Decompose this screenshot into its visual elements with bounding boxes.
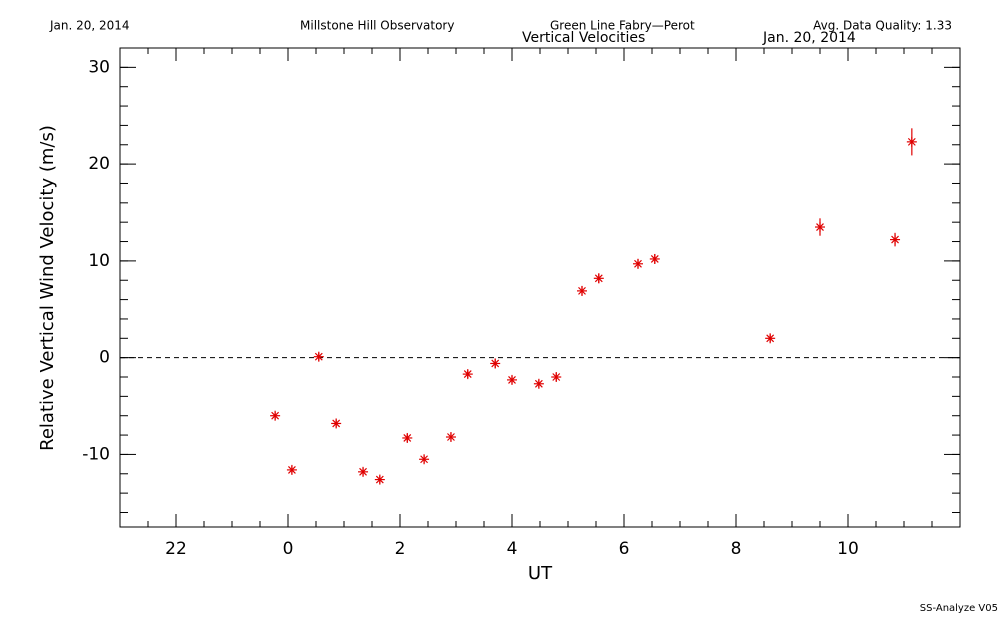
asterisk-stroke bbox=[463, 370, 472, 379]
asterisk-stroke bbox=[891, 235, 899, 244]
point bbox=[649, 253, 660, 264]
header-date-right: Jan. 20, 2014 bbox=[762, 30, 856, 46]
y-tick-label: 0 bbox=[99, 348, 110, 368]
point bbox=[358, 466, 369, 477]
point bbox=[313, 351, 324, 362]
asterisk-stroke bbox=[534, 379, 543, 388]
footer: SS-Analyze V05 bbox=[920, 603, 998, 614]
asterisk-stroke bbox=[287, 465, 296, 474]
asterisk-stroke bbox=[578, 286, 586, 295]
point bbox=[633, 258, 643, 269]
header-instrument: Green Line Fabry—Perot bbox=[550, 19, 695, 33]
point bbox=[490, 358, 501, 369]
point bbox=[270, 410, 281, 421]
header-observatory: Millstone Hill Observatory bbox=[300, 19, 454, 33]
x-tick-label: 8 bbox=[731, 539, 742, 559]
y-tick-label: 30 bbox=[88, 57, 110, 77]
asterisk-stroke bbox=[491, 359, 500, 368]
point bbox=[906, 136, 917, 147]
asterisk-stroke bbox=[314, 352, 323, 361]
x-tick-label: 22 bbox=[165, 539, 187, 559]
asterisk-stroke bbox=[816, 223, 824, 231]
point bbox=[286, 464, 297, 475]
asterisk-stroke bbox=[650, 255, 659, 263]
point bbox=[551, 372, 562, 383]
asterisk-stroke bbox=[403, 434, 412, 442]
point bbox=[815, 222, 825, 233]
point bbox=[462, 369, 473, 380]
point bbox=[374, 474, 385, 485]
asterisk-stroke bbox=[594, 274, 603, 283]
asterisk-stroke bbox=[447, 433, 455, 441]
y-tick-label: -10 bbox=[82, 444, 110, 464]
y-tick-label: 10 bbox=[88, 251, 110, 271]
asterisk-stroke bbox=[508, 375, 516, 384]
asterisk-stroke bbox=[634, 259, 642, 268]
point bbox=[331, 418, 342, 429]
asterisk-stroke bbox=[359, 467, 367, 476]
y-tick-label: 20 bbox=[88, 154, 110, 174]
x-tick-label: 2 bbox=[395, 539, 406, 559]
x-tick-label: 10 bbox=[837, 539, 859, 559]
point bbox=[593, 273, 604, 284]
asterisk-stroke bbox=[420, 455, 429, 464]
point bbox=[419, 454, 430, 465]
chart-title: Vertical Velocities bbox=[522, 30, 645, 46]
x-tick-label: 4 bbox=[507, 539, 518, 559]
point bbox=[507, 374, 517, 385]
point bbox=[445, 432, 456, 443]
x-tick-label: 6 bbox=[619, 539, 630, 559]
header-quality: Avg. Data Quality: 1.33 bbox=[813, 19, 952, 33]
point bbox=[765, 333, 776, 344]
point bbox=[533, 378, 544, 389]
asterisk-stroke bbox=[766, 334, 775, 343]
point bbox=[890, 234, 901, 245]
plot-frame bbox=[119, 47, 961, 528]
header-date: Jan. 20, 2014 bbox=[49, 19, 130, 33]
x-tick-label: 0 bbox=[283, 539, 294, 559]
asterisk-stroke bbox=[552, 373, 561, 381]
asterisk-stroke bbox=[271, 411, 280, 420]
x-axis-label: UT bbox=[528, 563, 553, 584]
asterisk-stroke bbox=[375, 475, 384, 484]
point bbox=[402, 432, 413, 443]
asterisk-stroke bbox=[907, 137, 916, 146]
point bbox=[577, 285, 587, 296]
y-axis-label: Relative Vertical Wind Velocity (m/s) bbox=[37, 125, 58, 451]
asterisk-stroke bbox=[332, 419, 341, 428]
